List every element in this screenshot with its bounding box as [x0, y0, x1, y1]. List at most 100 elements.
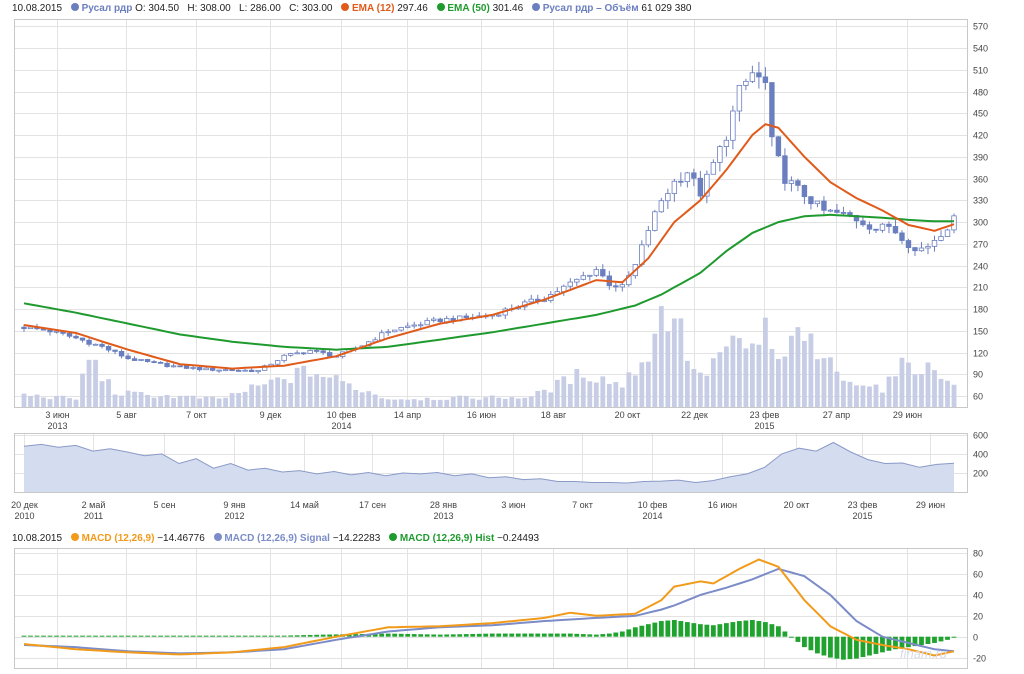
volume-bar	[223, 397, 229, 407]
volume-bar	[925, 362, 931, 407]
macd-hist-bar	[255, 635, 261, 637]
volume-bar	[463, 395, 469, 407]
macd-hist-bar	[671, 620, 677, 637]
macd-hist-bar	[125, 635, 131, 637]
macd-hist-bar	[730, 622, 736, 637]
legend-signal-name[interactable]: MACD (12,26,9) Signal	[224, 533, 330, 544]
volume-bar	[893, 376, 898, 407]
macd-hist-bar	[301, 635, 307, 637]
candle-body	[678, 180, 684, 183]
candle-body	[905, 240, 912, 249]
volume-bar	[841, 380, 846, 407]
price-x-tick: 29 июн	[893, 410, 922, 420]
macd-hist-bar	[756, 621, 762, 637]
legend-macd-name[interactable]: MACD (12,26,9)	[81, 533, 155, 544]
legend-price-name[interactable]: Русал рдр	[81, 3, 133, 14]
macd-hist-bar	[665, 620, 671, 637]
volume-bar	[411, 399, 417, 407]
volume-bar	[346, 383, 352, 407]
legend-signal-value: −14.22283	[332, 533, 381, 544]
volume-bar	[340, 381, 346, 407]
candle-body	[860, 220, 866, 226]
volume-bar	[834, 371, 840, 407]
macd-hist-bar	[841, 636, 846, 660]
price-x-tick-year: 2013	[47, 421, 67, 431]
legend-dot-volume	[531, 3, 540, 11]
macd-hist-bar	[437, 634, 443, 637]
candle-body	[235, 369, 242, 372]
macd-hist-bar	[164, 635, 170, 637]
volume-bar	[808, 333, 814, 407]
volume-bar	[483, 397, 489, 407]
candle-body	[255, 369, 261, 373]
volume-bar	[945, 380, 950, 407]
candle-body	[658, 200, 665, 213]
legend-ema12-name[interactable]: EMA (12)	[352, 3, 395, 14]
macd-hist-bar	[587, 634, 593, 637]
macd-hist-bar	[275, 635, 281, 637]
macd-hist-bar	[919, 636, 924, 646]
volume-bar	[21, 393, 27, 407]
macd-hist-bar	[112, 635, 118, 637]
navigator-x-tick-year: 2010	[14, 511, 34, 521]
legend-ema50-name[interactable]: EMA (50)	[447, 3, 490, 14]
candle-body	[203, 367, 209, 371]
candle-body	[795, 180, 801, 186]
macd-hist-bar	[294, 635, 300, 637]
macd-hist-bar	[28, 635, 33, 637]
macd-hist-bar	[145, 635, 150, 637]
navigator-x-tick: 20 дек	[11, 500, 38, 510]
macd-line	[23, 558, 955, 657]
macd-hist-bar	[658, 621, 664, 637]
legend-volume-name[interactable]: Русал рдр – Объём	[542, 3, 639, 14]
volume-bar	[398, 399, 404, 407]
candle-body	[788, 180, 795, 184]
legend-macd-value: −14.46776	[157, 533, 205, 544]
macd-hist-bar	[171, 635, 176, 637]
volume-bar	[600, 376, 606, 407]
candle-body	[743, 80, 749, 86]
macd-hist-bar	[795, 636, 801, 642]
macd-hist-bar	[736, 621, 742, 637]
volume-bar	[145, 394, 150, 407]
price-panel[interactable]: 60 90 120 150 180 210 240 270 300 330 360 390 420 450…	[14, 19, 988, 431]
candle-body	[652, 211, 658, 231]
candle-body	[216, 369, 222, 372]
volume-bar	[802, 340, 807, 407]
volume-bar	[548, 392, 554, 407]
ema12-line	[23, 123, 955, 370]
navigator-x-tick: 2 май	[82, 500, 106, 510]
macd-hist-bar	[847, 636, 853, 660]
candle-body	[47, 329, 53, 333]
volume-bar	[125, 390, 131, 407]
volume-bar	[34, 394, 40, 407]
candle-body	[496, 314, 502, 317]
legend-dot-ema50	[436, 3, 445, 11]
candle-body	[665, 193, 671, 202]
price-x-tick: 20 окт	[615, 410, 641, 420]
volume-bar	[242, 391, 248, 407]
candle-body	[808, 196, 814, 205]
macd-hist-bar	[249, 635, 255, 637]
volume-bar	[353, 390, 359, 407]
legend-dot-hist	[389, 533, 398, 541]
volume-bar	[314, 374, 320, 407]
candle-body	[222, 369, 229, 372]
candle-body	[27, 326, 34, 330]
candle-body	[886, 223, 892, 227]
candle-body	[157, 361, 164, 364]
volume-bar	[528, 396, 534, 407]
macd-panel[interactable]: -20 0 20 40 60 80	[14, 548, 986, 669]
macd-hist-bar	[899, 636, 905, 649]
macd-y-tick: 80	[973, 549, 983, 559]
macd-hist-bar	[626, 629, 632, 637]
candle-body	[378, 332, 385, 341]
volume-bar	[372, 394, 378, 407]
price-y-tick: 570	[973, 22, 988, 32]
candle-body	[151, 361, 157, 363]
macd-hist-bar	[854, 636, 859, 659]
volume-bar	[281, 379, 287, 407]
legend-hist-name[interactable]: MACD (12,26,9) Hist	[399, 533, 495, 544]
